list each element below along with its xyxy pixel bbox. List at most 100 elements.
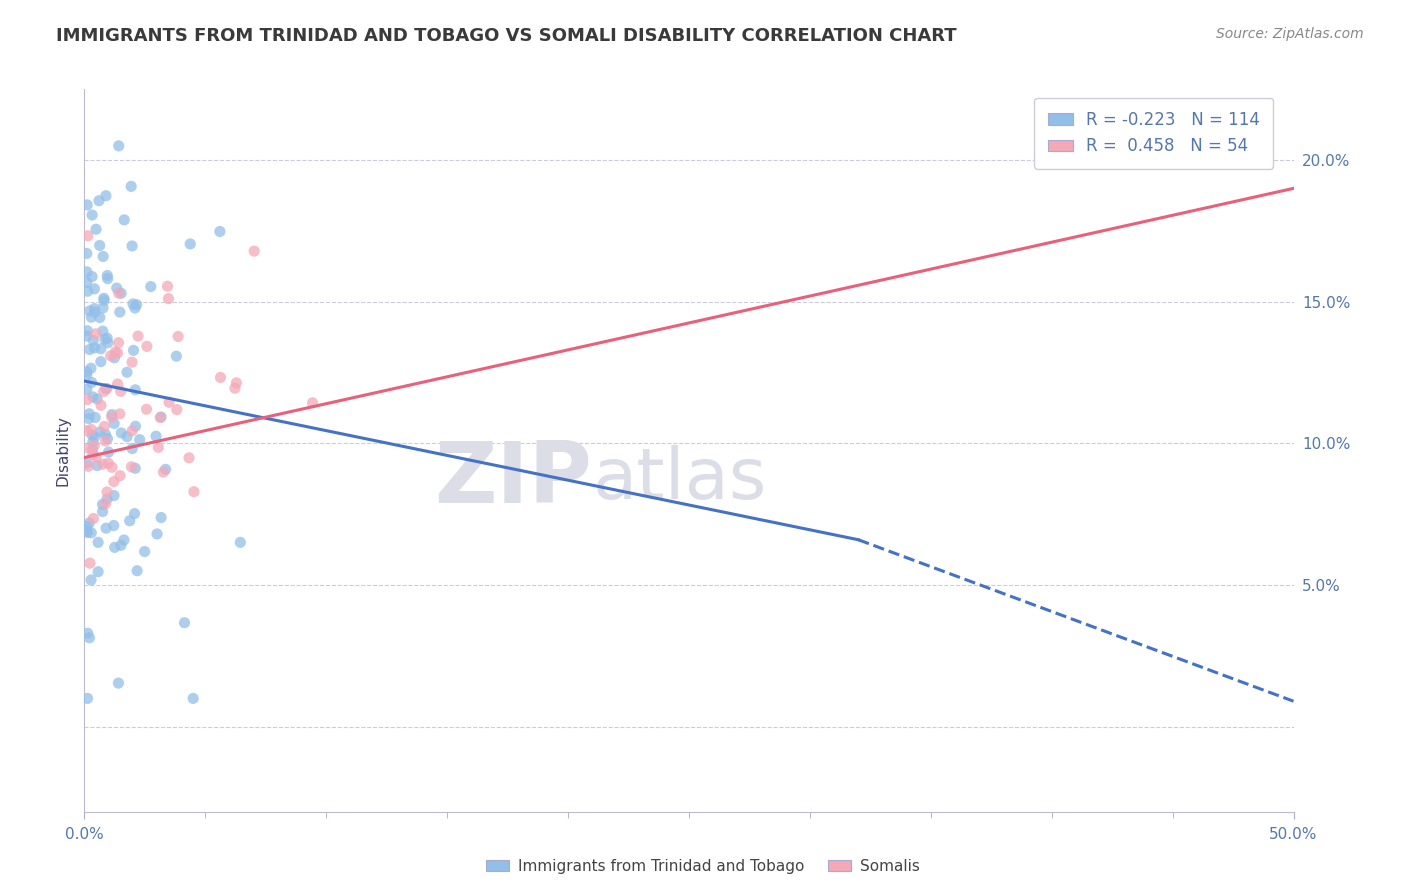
Point [120,459,142,474]
Point [177,450,200,465]
Point [225,376,247,390]
Point [79,304,101,318]
Point [112,533,135,547]
Point [76,329,98,343]
Point [108,468,131,483]
Text: ZIP: ZIP [434,438,592,521]
Point [83,341,105,355]
Point [118,514,141,528]
Point [110,425,132,440]
Point [80,573,103,587]
Point [156,279,179,293]
Point [76,265,98,279]
Point [243,244,266,259]
Point [229,535,252,549]
Point [124,507,146,521]
Point [90,342,112,356]
Point [96,268,118,283]
Point [80,376,103,390]
Point [76,424,98,438]
Point [110,384,132,399]
Point [128,433,150,447]
Point [80,422,103,436]
Point [115,430,138,444]
Point [124,461,146,475]
Point [100,349,122,363]
Point [77,407,100,421]
Point [107,335,129,350]
Point [76,626,98,640]
Point [181,691,204,706]
Point [94,332,117,346]
Point [127,564,149,578]
Point [149,410,172,425]
Point [120,179,142,194]
Point [94,497,117,511]
Point [104,345,127,359]
Point [121,442,143,456]
Point [165,349,187,363]
Point [94,382,117,396]
Point [148,440,170,454]
Point [96,485,118,500]
Point [145,429,167,443]
Point [82,390,104,404]
Point [97,335,120,350]
Point [89,310,111,325]
Point [124,419,146,434]
Point [77,228,100,243]
Point [108,305,131,319]
Point [91,505,114,519]
Point [103,417,125,431]
Point [96,432,118,446]
Point [157,292,180,306]
Text: Source: ZipAtlas.com: Source: ZipAtlas.com [1216,27,1364,41]
Point [208,225,231,239]
Point [83,301,105,316]
Point [82,511,104,525]
Point [94,427,117,442]
Point [121,355,143,369]
Point [127,329,149,343]
Point [104,541,127,555]
Point [83,305,105,319]
Point [90,398,112,412]
Point [76,383,98,397]
Point [94,188,117,202]
Legend: Immigrants from Trinidad and Tobago, Somalis: Immigrants from Trinidad and Tobago, Som… [481,853,925,880]
Point [77,459,100,474]
Point [94,434,117,448]
Point [93,419,115,434]
Point [82,435,104,450]
Point [108,407,131,421]
Point [150,409,173,424]
Point [97,271,120,285]
Point [101,408,124,422]
Point [122,297,145,311]
Point [179,236,201,251]
Point [157,395,180,409]
Point [89,238,111,252]
Point [87,194,110,208]
Point [83,438,105,452]
Point [121,424,143,438]
Point [125,298,148,312]
Point [101,460,124,475]
Point [76,525,98,540]
Point [87,565,110,579]
Point [80,269,103,284]
Text: atlas: atlas [592,445,766,514]
Point [135,339,157,353]
Point [76,198,98,212]
Point [96,492,118,507]
Point [91,497,114,511]
Point [80,310,103,325]
Point [84,410,107,425]
Point [83,282,105,296]
Point [76,368,98,382]
Point [150,510,173,524]
Point [139,279,162,293]
Point [96,382,118,396]
Point [103,351,125,365]
Point [97,445,120,459]
